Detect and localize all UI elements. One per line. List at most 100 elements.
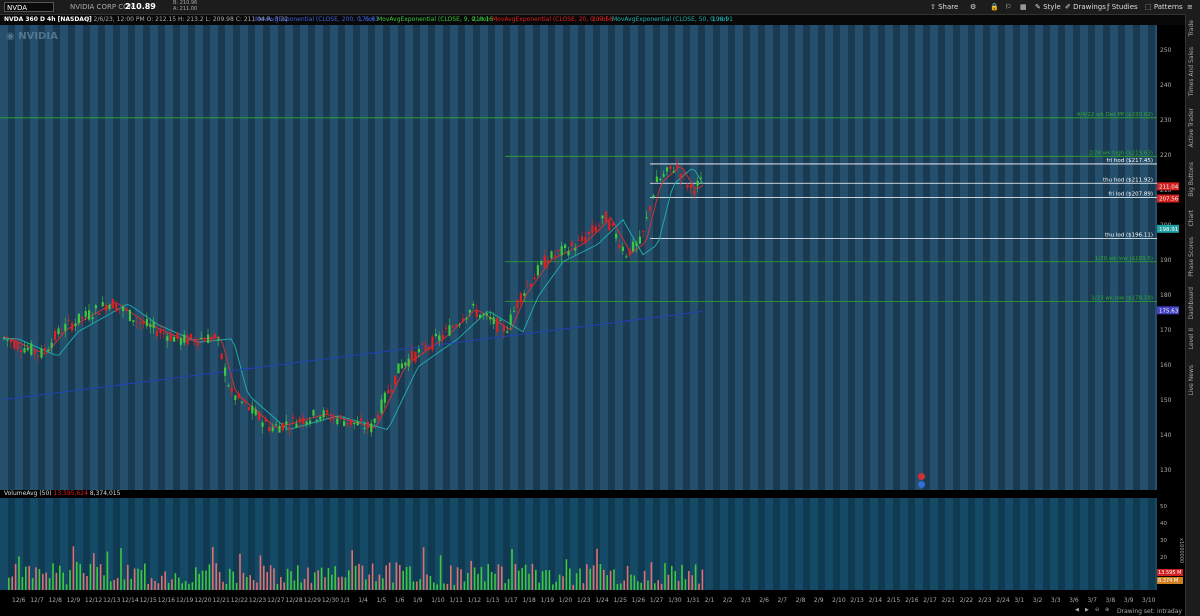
link-button[interactable]: ⚐: [1005, 2, 1011, 12]
candle-body: [254, 409, 257, 416]
side-tab[interactable]: Trade: [1188, 20, 1195, 37]
volume-bar: [589, 568, 591, 590]
volume-bar: [266, 572, 268, 590]
date-tick: 3/3: [1050, 597, 1061, 604]
candle-body: [309, 420, 312, 424]
session-stripe: [90, 25, 98, 490]
price-chart[interactable]: 4/4/22 wk Dwl PP ($230.62) 2/28 wk high (…: [0, 25, 1186, 490]
menu-icon: ≡: [1187, 3, 1193, 11]
session-stripe: [165, 25, 173, 490]
volume-label[interactable]: VolumeAvg (50): [4, 490, 52, 497]
volume-bar: [616, 584, 619, 590]
volume-stripe: [810, 498, 818, 590]
symbol-input[interactable]: NVDA: [4, 2, 54, 12]
candle-body: [101, 302, 104, 307]
candle-body: [526, 285, 529, 287]
dividend-icon[interactable]: [918, 481, 925, 488]
session-stripe: [1035, 25, 1043, 490]
share-button[interactable]: ⇧ Share: [930, 3, 959, 11]
session-stripe: [525, 25, 533, 490]
ema9-label[interactable]: MovAvgExponential (CLOSE, 9, 0, no): [377, 16, 489, 23]
earnings-icon[interactable]: [918, 473, 925, 480]
side-tab[interactable]: Dashboard: [1188, 287, 1195, 320]
volume-stripe: [825, 498, 833, 590]
candle-body: [237, 393, 240, 399]
candle-body: [567, 250, 570, 256]
side-tab[interactable]: Active Trader: [1188, 108, 1195, 148]
candle-body: [176, 332, 179, 339]
level-label: 1/30 wk low ($189.5): [1095, 256, 1153, 262]
style-button[interactable]: ✎ Style: [1035, 3, 1061, 11]
volume-bar: [96, 567, 98, 590]
volume-bar: [303, 578, 306, 590]
studies-button[interactable]: ƒ Studies: [1107, 3, 1138, 11]
drawing-set-label[interactable]: Drawing set: intraday: [1117, 608, 1182, 615]
menu-button[interactable]: ≡: [1187, 2, 1193, 12]
side-tab[interactable]: Live News: [1188, 365, 1195, 396]
volume-bar: [426, 574, 428, 590]
scroll-right-icon[interactable]: ▶: [1085, 607, 1089, 613]
session-stripe: [405, 25, 413, 490]
volume-bar: [35, 567, 37, 590]
volume-bar: [48, 578, 51, 590]
volume-bar: [358, 563, 360, 590]
volume-bar: [174, 573, 177, 590]
zoom-out-icon[interactable]: ⊖: [1095, 607, 1100, 613]
candle-body: [336, 418, 339, 425]
date-tick: 3/8: [1105, 597, 1116, 604]
scroll-left-icon[interactable]: ◀: [1075, 607, 1079, 613]
date-tick: 12/20: [194, 597, 212, 604]
candle-body: [666, 167, 669, 172]
candle-body: [128, 309, 131, 322]
drawings-button[interactable]: ✐ Drawings: [1065, 3, 1106, 11]
session-stripe: [765, 25, 773, 490]
ema20-label[interactable]: MovAvgExponential (CLOSE, 20, 0, no): [492, 16, 608, 23]
candle-body: [251, 405, 254, 414]
volume-bar: [436, 584, 438, 590]
candle-body: [387, 390, 390, 394]
side-tab[interactable]: Chart: [1188, 209, 1195, 227]
volume-stripe: [480, 498, 488, 590]
side-tab[interactable]: Phase Scores: [1188, 236, 1195, 277]
volume-bar: [154, 580, 156, 590]
side-tab[interactable]: Big Buttons: [1188, 162, 1195, 197]
ema200-label[interactable]: MovAvgExponential (CLOSE, 200, 0, no): [255, 16, 375, 23]
session-stripe: [300, 25, 308, 490]
candle-body: [6, 339, 9, 341]
volume-bar: [460, 569, 462, 590]
volume-bar: [69, 570, 71, 590]
volume-badge-text: 8.374 M: [1158, 578, 1178, 584]
nvidia-logo-icon: ◉: [6, 31, 19, 42]
date-tick: 12/22: [230, 597, 248, 604]
lock-button[interactable]: 🔒: [990, 2, 999, 12]
session-stripe: [780, 25, 788, 490]
date-tick: 12/30: [321, 597, 340, 604]
side-tab[interactable]: Times And Sales: [1188, 47, 1195, 97]
price-badge-text: 207.56: [1159, 197, 1179, 203]
patterns-button[interactable]: ⬚ Patterns: [1145, 3, 1183, 11]
volume-bar: [419, 579, 421, 590]
volume-panel[interactable]: 504030201013.595 M8.374 M x1000000: [0, 498, 1186, 590]
volume-bar: [150, 578, 153, 590]
candle-body: [9, 340, 12, 343]
zoom-in-icon[interactable]: ⊕: [1105, 607, 1110, 613]
volume-bar: [528, 573, 530, 590]
volume-bar: [409, 566, 411, 590]
ema50-label[interactable]: MovAvgExponential (CLOSE, 50, 0, no): [612, 16, 728, 23]
volume-stripe: [660, 498, 668, 590]
date-tick: 2/16: [905, 597, 919, 604]
price-tick: 220: [1160, 152, 1172, 159]
settings-button[interactable]: ⚙: [970, 2, 976, 12]
side-tab[interactable]: Level II: [1188, 328, 1195, 350]
candle-body: [428, 346, 431, 349]
volume-bar: [324, 577, 326, 590]
volume-bar: [674, 570, 676, 590]
session-stripe: [825, 25, 833, 490]
volume-bar: [82, 573, 85, 590]
volume-stripe: [975, 498, 983, 590]
session-stripe: [735, 25, 743, 490]
volume-bar: [490, 571, 493, 590]
layout-button[interactable]: ▦: [1020, 2, 1027, 12]
volume-bar: [127, 564, 129, 590]
volume-stripe: [840, 498, 848, 590]
